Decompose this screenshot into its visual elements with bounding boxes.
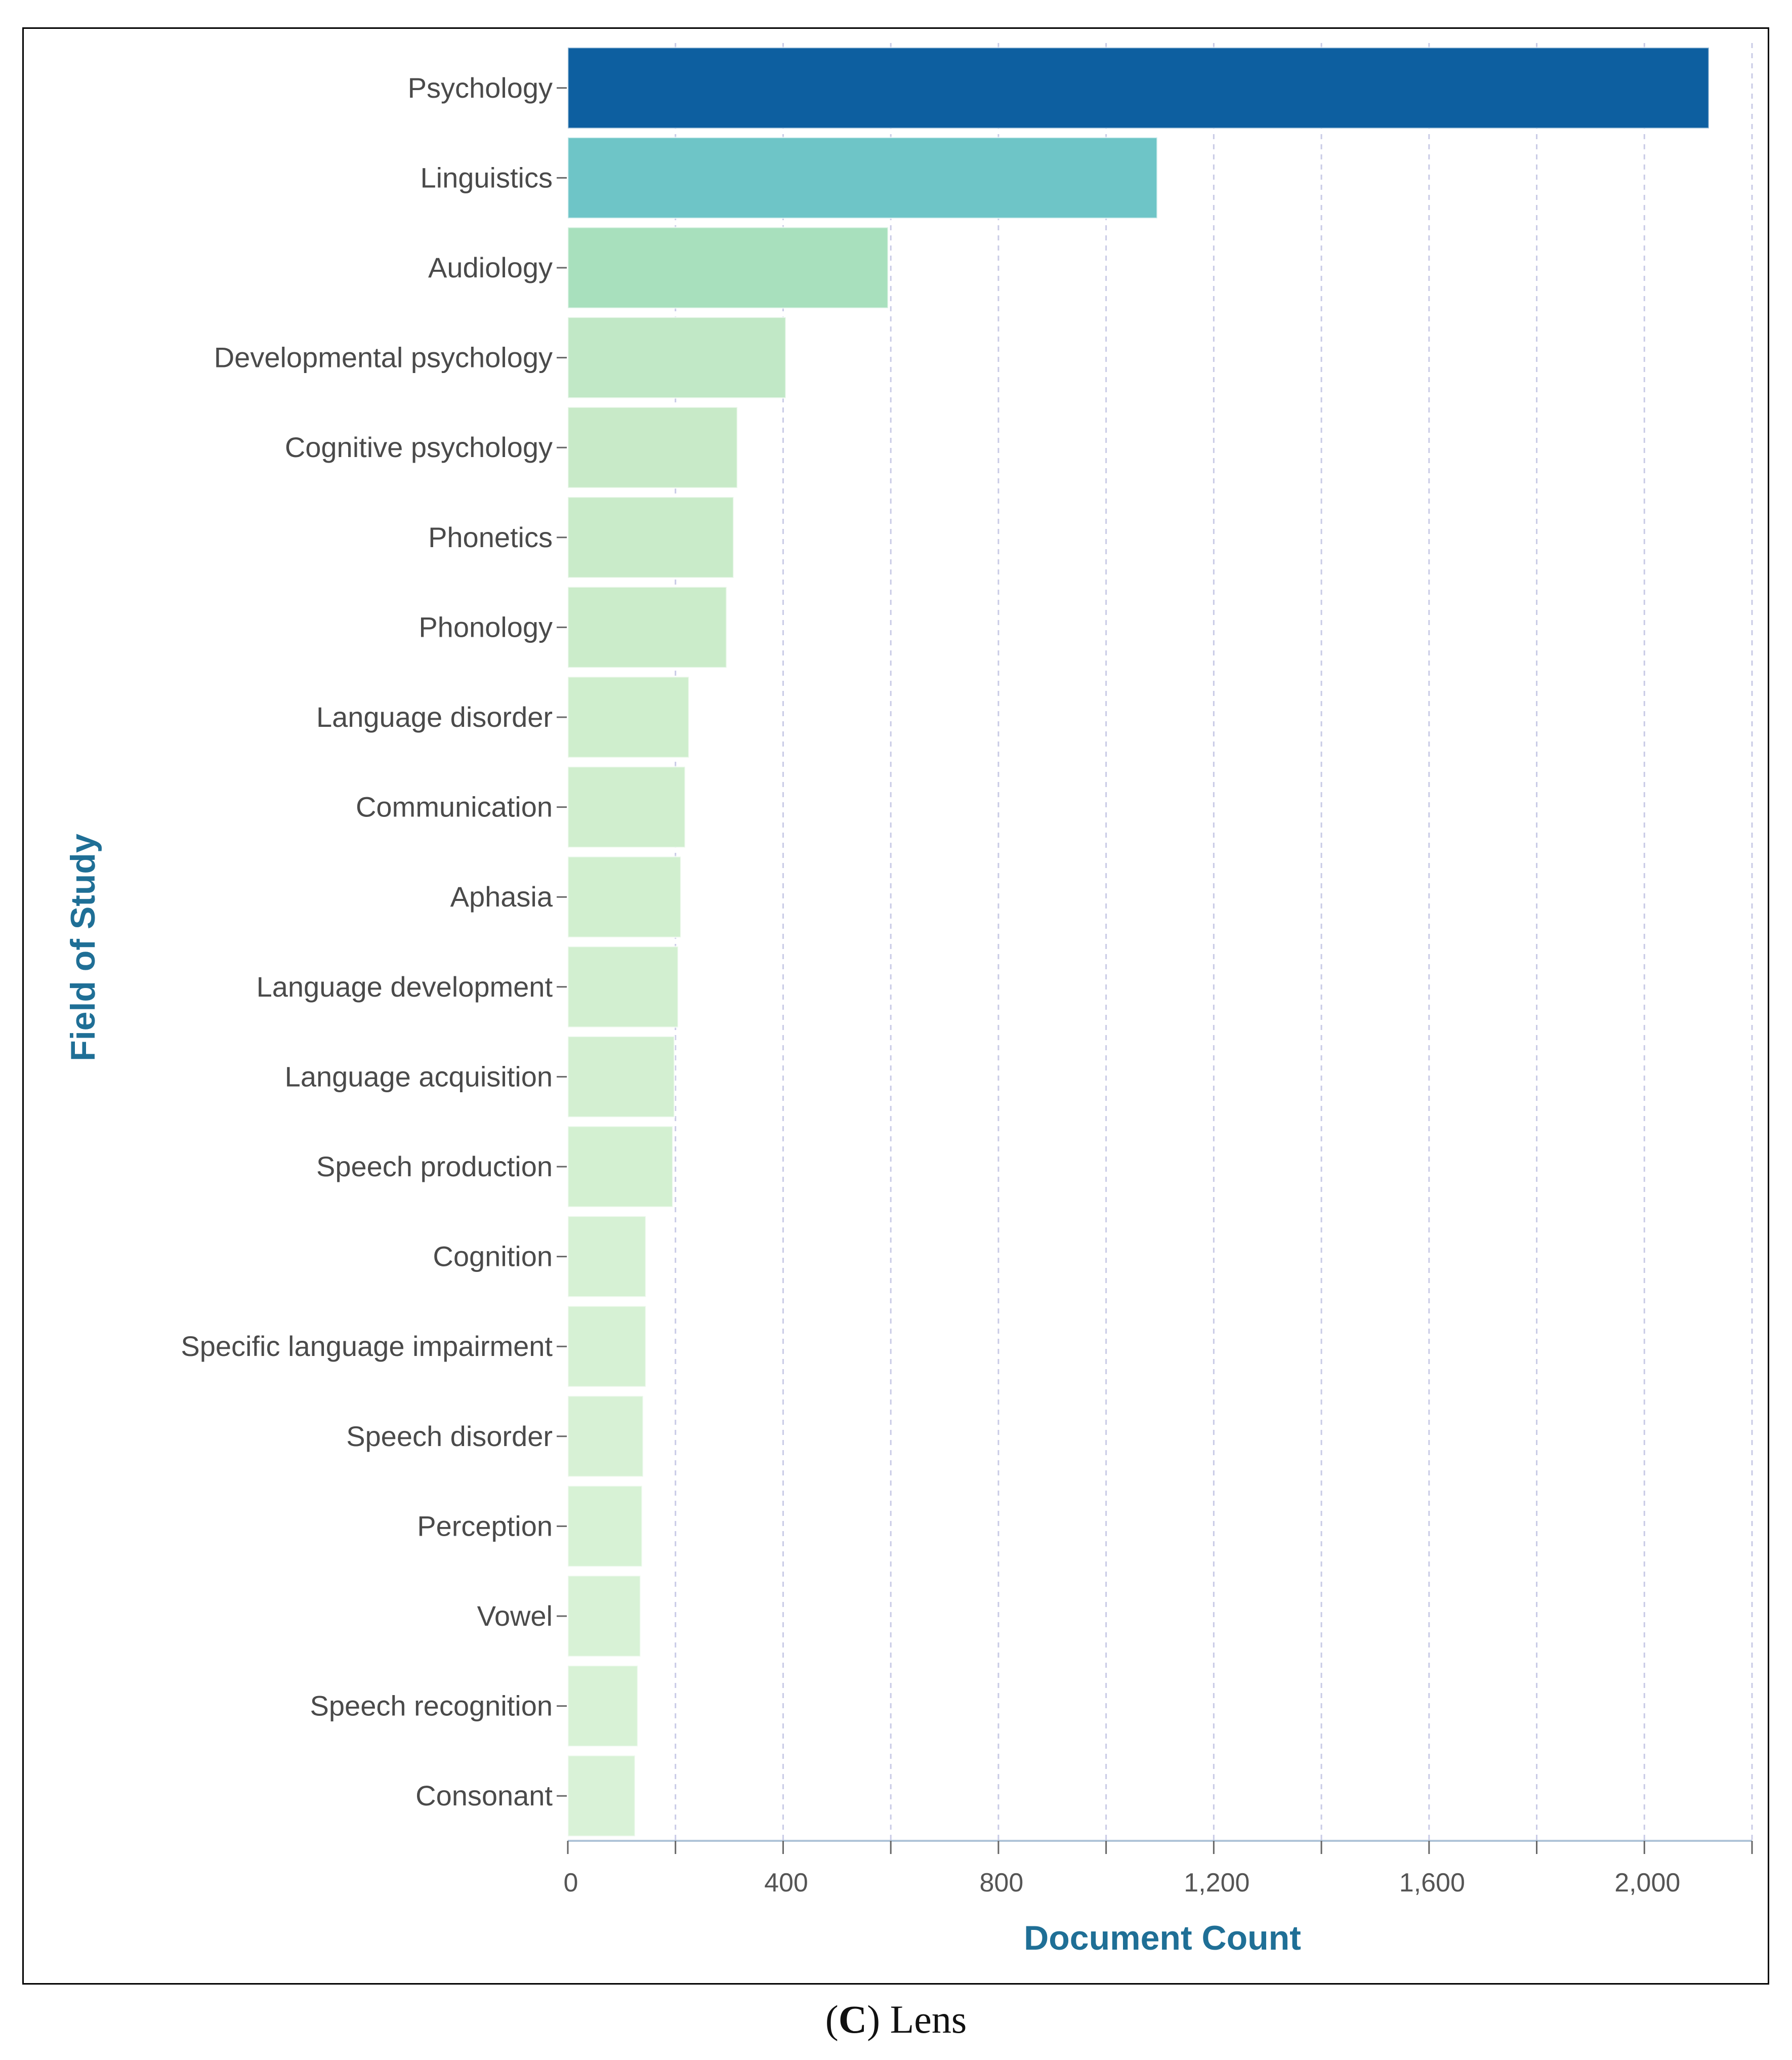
bar[interactable] xyxy=(567,47,1710,130)
x-tick-label: 1,600 xyxy=(1399,1868,1465,1898)
bar[interactable] xyxy=(567,1035,676,1118)
category-label: Audiology xyxy=(428,252,553,283)
category-label: Linguistics xyxy=(421,161,553,193)
figure-caption: (C) Lens xyxy=(825,1997,967,2041)
category-label: Speech disorder xyxy=(346,1420,553,1452)
bar[interactable] xyxy=(567,586,728,669)
bar[interactable] xyxy=(567,1485,643,1568)
bars xyxy=(567,47,1710,1837)
category-label: Language development xyxy=(257,971,553,1003)
category-label: Speech recognition xyxy=(310,1690,553,1722)
x-tick-label: 1,200 xyxy=(1184,1868,1249,1898)
bar[interactable] xyxy=(567,1665,639,1748)
bar[interactable] xyxy=(567,1575,642,1658)
category-label: Developmental psychology xyxy=(214,342,553,374)
category-label: Speech production xyxy=(316,1150,553,1182)
x-tick-label: 2,000 xyxy=(1614,1868,1680,1898)
bar[interactable] xyxy=(567,316,787,399)
bar[interactable] xyxy=(567,226,889,309)
caption-letter: C xyxy=(838,1997,867,2041)
bar[interactable] xyxy=(567,1754,636,1837)
category-label: Language disorder xyxy=(316,701,553,733)
category-label: Cognition xyxy=(433,1241,553,1272)
bar[interactable] xyxy=(567,676,690,759)
bar[interactable] xyxy=(567,1395,644,1478)
bar[interactable] xyxy=(567,855,682,938)
axes xyxy=(557,87,1753,1854)
x-tick-label: 400 xyxy=(764,1868,808,1898)
bar[interactable] xyxy=(567,1125,674,1208)
category-label: Specific language impairment xyxy=(181,1330,553,1362)
x-tick-label: 0 xyxy=(564,1868,578,1898)
category-label: Vowel xyxy=(477,1600,553,1632)
bar[interactable] xyxy=(567,1215,647,1298)
category-label: Language acquisition xyxy=(285,1060,553,1092)
labels: Psychology Linguistics Audiology Developmen… xyxy=(181,72,1680,1898)
x-tick-label: 800 xyxy=(980,1868,1024,1898)
category-label: Psychology xyxy=(408,72,553,104)
bar-chart: Psychology Linguistics Audiology Developmen… xyxy=(64,43,1753,1957)
category-label: Cognitive psychology xyxy=(285,431,553,463)
bar[interactable] xyxy=(567,136,1158,219)
gridlines xyxy=(675,43,1753,1841)
category-label: Communication xyxy=(356,791,553,823)
chart-frame: Psychology Linguistics Audiology Developmen… xyxy=(22,27,1769,1985)
bar[interactable] xyxy=(567,766,686,849)
y-axis-title: Field of Study xyxy=(64,834,102,1061)
category-label: Phonetics xyxy=(428,521,553,553)
category-label: Phonology xyxy=(419,611,553,643)
x-axis-title: Document Count xyxy=(1024,1919,1301,1957)
category-label: Consonant xyxy=(415,1780,553,1811)
category-label: Perception xyxy=(417,1510,553,1542)
bar[interactable] xyxy=(567,496,735,579)
bar[interactable] xyxy=(567,945,679,1028)
caption-text: Lens xyxy=(890,1997,967,2041)
bar[interactable] xyxy=(567,406,738,489)
bar[interactable] xyxy=(567,1305,647,1388)
category-label: Aphasia xyxy=(450,881,553,913)
